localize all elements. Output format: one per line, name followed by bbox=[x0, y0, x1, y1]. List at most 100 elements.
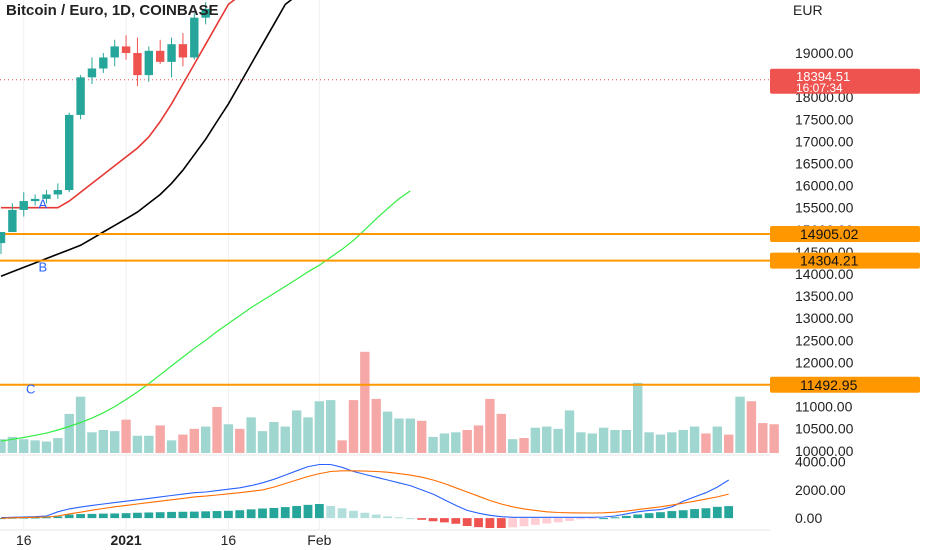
macd-histogram-bar bbox=[587, 518, 597, 520]
volume-bar bbox=[712, 426, 723, 453]
volume-bar bbox=[110, 431, 120, 453]
candle-body[interactable] bbox=[87, 68, 97, 78]
price-axis-tick: 14000.00 bbox=[795, 266, 854, 282]
volume-bar bbox=[507, 439, 518, 453]
volume-bar bbox=[416, 420, 427, 453]
macd-histogram-bar bbox=[462, 518, 472, 527]
candle-body[interactable] bbox=[110, 46, 119, 58]
volume-bar bbox=[87, 432, 97, 453]
candle-body[interactable] bbox=[53, 190, 63, 195]
chart-title: Bitcoin / Euro, 1D, COINBASE bbox=[6, 2, 219, 19]
candle-body[interactable] bbox=[178, 44, 188, 58]
price-axis-tick: 19000.00 bbox=[795, 45, 854, 61]
macd-histogram-bar bbox=[667, 511, 677, 519]
volume-bar bbox=[758, 423, 768, 453]
volume-bar bbox=[576, 432, 586, 453]
volume-bar bbox=[553, 428, 563, 453]
volume-bar bbox=[7, 436, 18, 453]
volume-bar bbox=[178, 434, 188, 453]
macd-histogram-bar bbox=[474, 518, 483, 528]
volume-bar bbox=[428, 436, 438, 453]
macd-histogram-bar bbox=[690, 509, 699, 519]
volume-bar bbox=[655, 434, 666, 453]
volume-bar bbox=[439, 433, 450, 453]
candle-body[interactable] bbox=[155, 50, 165, 62]
volume-bar bbox=[621, 430, 632, 453]
volume-bar bbox=[644, 432, 654, 453]
time-axis-tick: 16 bbox=[221, 532, 237, 548]
candle-body[interactable] bbox=[133, 53, 142, 76]
time-axis-tick: 16 bbox=[16, 532, 32, 548]
macd-histogram-bar bbox=[258, 508, 267, 519]
support-lines[interactable] bbox=[0, 79, 770, 386]
support-price-label: 11492.95 bbox=[800, 377, 858, 393]
volume-bar bbox=[0, 439, 6, 453]
volume-bar bbox=[155, 425, 165, 453]
price-axis-tick: 10500.00 bbox=[795, 421, 854, 437]
macd-histogram-bar bbox=[440, 518, 449, 523]
candle-body[interactable] bbox=[19, 201, 28, 210]
macd-histogram-bar bbox=[633, 514, 643, 519]
macd-histogram-bar bbox=[724, 506, 734, 519]
indicator-axis-tick: 2000.00 bbox=[795, 482, 846, 498]
macd-histogram-bar bbox=[530, 518, 540, 525]
indicator-axis-tick: 4000.00 bbox=[795, 454, 846, 470]
macd-histogram-bar bbox=[565, 518, 574, 521]
candle-body[interactable] bbox=[42, 194, 51, 199]
macd-histogram-bar bbox=[542, 518, 552, 524]
price-axis-tick: 17000.00 bbox=[795, 133, 854, 149]
macd-histogram-bar bbox=[678, 510, 688, 519]
candle-body[interactable] bbox=[8, 209, 17, 233]
candle-body[interactable] bbox=[99, 57, 108, 69]
macd-histogram-bar bbox=[155, 512, 165, 519]
macd-histogram-bar bbox=[599, 518, 609, 520]
candle-body[interactable] bbox=[144, 50, 154, 76]
macd-histogram-bar bbox=[292, 505, 302, 519]
macd-histogram-bar bbox=[121, 513, 131, 519]
candle-body[interactable] bbox=[0, 232, 6, 244]
volume-bar bbox=[223, 424, 234, 453]
volume-bar bbox=[530, 427, 541, 453]
candle-body[interactable] bbox=[201, 8, 210, 18]
candle-body[interactable] bbox=[190, 17, 199, 58]
macd-histogram-bar bbox=[508, 518, 518, 528]
signal-line bbox=[0, 470, 729, 519]
macd-histogram-bar bbox=[314, 504, 324, 519]
candle-body[interactable] bbox=[167, 44, 176, 62]
last-price-tag bbox=[770, 68, 920, 94]
long-ma-line bbox=[0, 190, 411, 442]
volume-bar bbox=[667, 432, 677, 453]
macd-histogram-bar bbox=[337, 508, 347, 519]
volume-bar bbox=[189, 428, 199, 453]
volume-bar bbox=[564, 410, 575, 453]
moving-averages bbox=[0, 0, 411, 442]
annotation-label: A bbox=[39, 197, 48, 212]
macd-histogram-bar bbox=[519, 518, 529, 527]
macd-histogram-bar bbox=[394, 517, 404, 519]
price-axis-tick: 10000.00 bbox=[795, 443, 854, 459]
macd-histogram-bar bbox=[246, 509, 256, 519]
macd-histogram-bar bbox=[76, 514, 85, 519]
annotation-label: C bbox=[26, 381, 35, 396]
candle-body[interactable] bbox=[65, 114, 74, 191]
macd-histogram-bar bbox=[417, 518, 427, 520]
candle-body[interactable] bbox=[76, 77, 85, 115]
macd-histogram-bar bbox=[451, 518, 461, 524]
volume-bar bbox=[371, 398, 381, 453]
candlesticks[interactable] bbox=[0, 2, 210, 255]
price-axis-tick: 11000.00 bbox=[795, 399, 853, 415]
macd-histogram-bar bbox=[644, 513, 654, 519]
macd-histogram-bar bbox=[485, 518, 495, 528]
price-axis-tick: 16500.00 bbox=[795, 156, 854, 172]
ema-fast-line bbox=[1, 0, 236, 209]
volume-bar bbox=[723, 434, 734, 453]
volume-bar bbox=[473, 425, 484, 453]
candle-body[interactable] bbox=[121, 46, 131, 54]
price-axis-tick: 16000.00 bbox=[795, 178, 854, 194]
volume-bar bbox=[53, 438, 63, 453]
axes: 19000.0018500.0018000.0017500.0017000.00… bbox=[16, 45, 854, 548]
candle-body[interactable] bbox=[30, 198, 40, 202]
volume-bar bbox=[291, 410, 302, 453]
